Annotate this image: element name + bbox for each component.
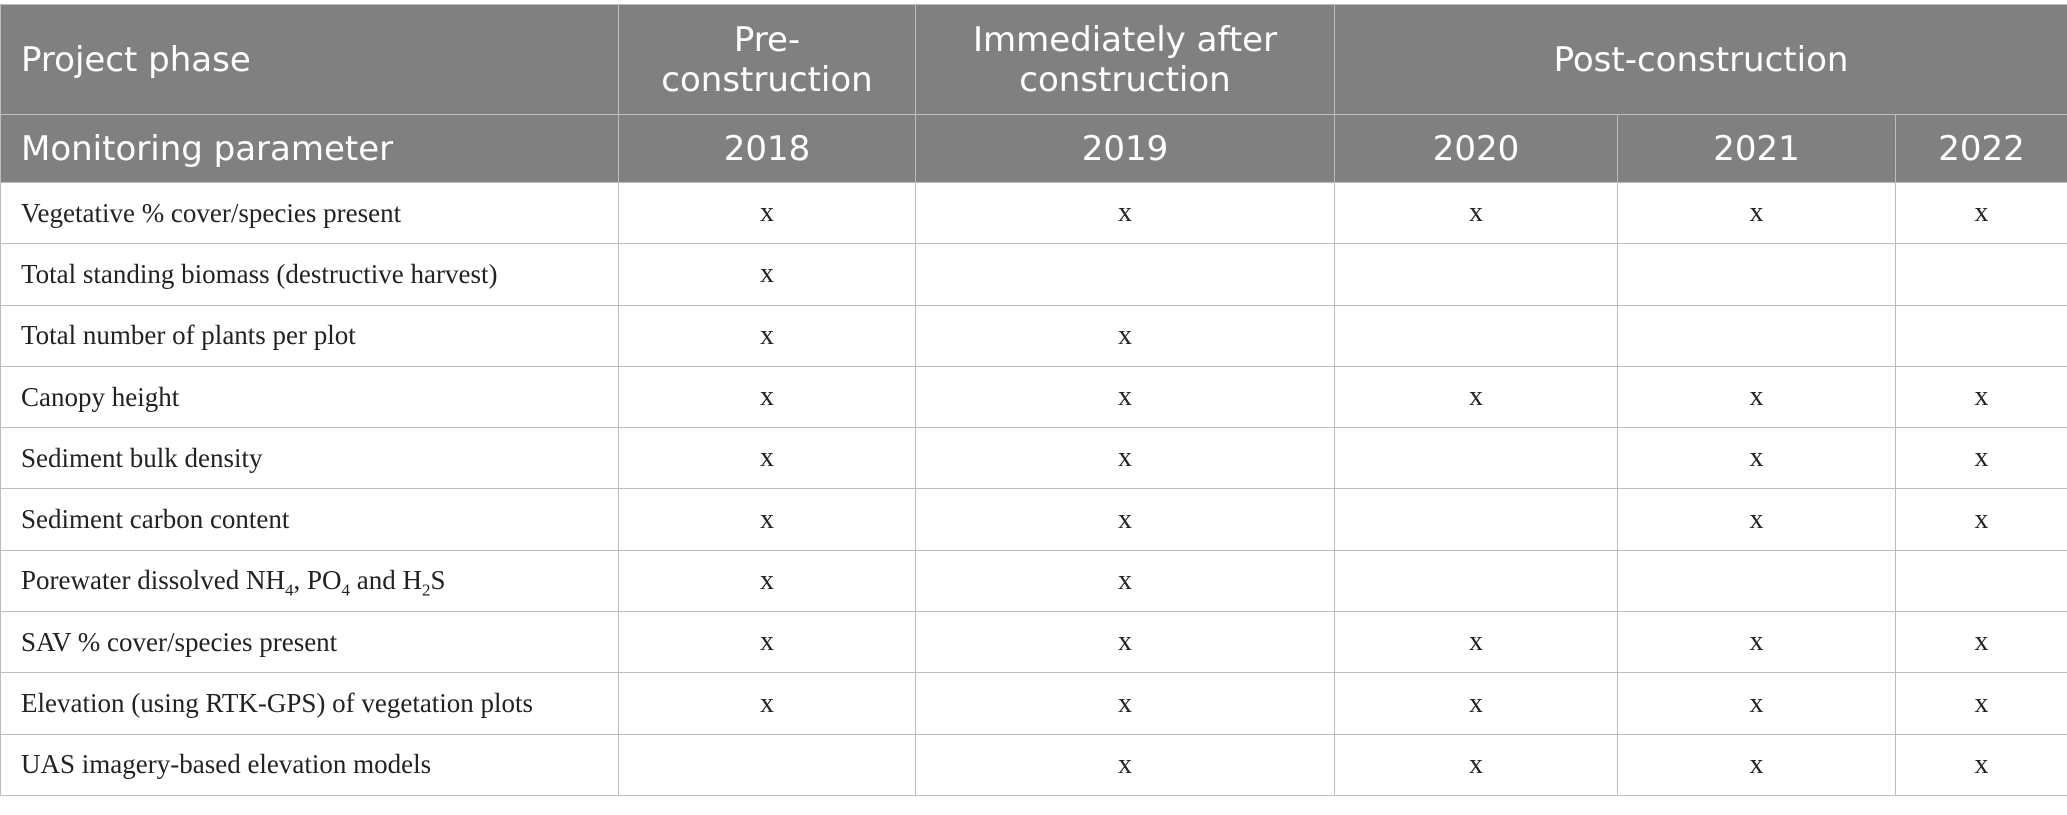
- mark-cell: [1617, 304, 1896, 367]
- param-text-part: Porewater dissolved NH: [21, 565, 285, 596]
- mark-cell: x: [618, 611, 916, 674]
- mark-cell: [1894, 304, 2067, 367]
- header-row-project-phase: Project phase Pre- construction Immediat…: [0, 4, 2067, 115]
- mark-cell: x: [618, 427, 916, 490]
- mark-cell: x: [618, 304, 916, 367]
- mark-cell: [1617, 243, 1896, 306]
- parameter-cell: Canopy height: [0, 365, 619, 429]
- mark-cell: x: [618, 243, 916, 306]
- mark-cell: x: [618, 181, 916, 245]
- parameter-cell: Elevation (using RTK-GPS) of vegetation …: [0, 672, 619, 735]
- mark-cell: x: [1894, 181, 2067, 245]
- subscript: 4: [284, 580, 294, 600]
- mark-cell: x: [1617, 181, 1896, 245]
- table-body: Vegetative % cover/species present x x x…: [0, 181, 2067, 796]
- mark-cell: x: [915, 304, 1335, 367]
- mark-cell: x: [1334, 611, 1618, 674]
- table-row: Canopy height x x x x x: [0, 365, 2067, 429]
- year-2018: 2018: [618, 114, 916, 183]
- mark-cell: x: [618, 365, 916, 429]
- mark-cell: x: [1617, 427, 1896, 490]
- phase-immediately-after: Immediately after construction: [915, 4, 1335, 115]
- table-row: Total standing biomass (destructive harv…: [0, 243, 2067, 306]
- mark-cell: [1334, 304, 1618, 367]
- mark-cell: [1334, 427, 1618, 490]
- mark-cell: x: [1894, 488, 2067, 551]
- mark-cell: x: [618, 672, 916, 735]
- mark-cell: x: [1894, 365, 2067, 429]
- table-row: Elevation (using RTK-GPS) of vegetation …: [0, 672, 2067, 735]
- param-text-part: , PO: [293, 565, 342, 596]
- header-row-monitoring-parameter: Monitoring parameter 2018 2019 2020 2021…: [0, 114, 2067, 183]
- subscript: 2: [421, 580, 431, 600]
- mark-cell: [915, 243, 1335, 306]
- mark-cell: x: [915, 181, 1335, 245]
- mark-cell: x: [915, 488, 1335, 551]
- parameter-cell: Vegetative % cover/species present: [0, 181, 619, 245]
- subscript: 4: [341, 580, 350, 600]
- mark-cell: x: [915, 427, 1335, 490]
- mark-cell: x: [1617, 672, 1896, 735]
- mark-cell: x: [1334, 181, 1618, 245]
- param-text-part: S: [430, 565, 446, 596]
- phase-immediately-after-line1: Immediately after: [972, 19, 1278, 60]
- table-row: UAS imagery-based elevation models x x x…: [0, 733, 2067, 796]
- year-2022: 2022: [1894, 114, 2067, 183]
- table-header: Project phase Pre- construction Immediat…: [0, 4, 2067, 183]
- phase-pre-construction: Pre- construction: [618, 4, 916, 115]
- mark-cell: x: [915, 365, 1335, 429]
- mark-cell: [1334, 488, 1618, 551]
- param-text-part: and H: [349, 565, 422, 596]
- parameter-cell-porewater: Porewater dissolved NH4, PO4 and H2S: [0, 549, 619, 613]
- mark-cell: x: [1334, 365, 1618, 429]
- year-2019: 2019: [915, 114, 1335, 183]
- mark-cell: x: [915, 611, 1335, 674]
- phase-post-construction: Post-construction: [1333, 4, 2067, 115]
- table-row: Sediment bulk density x x x x: [0, 427, 2067, 490]
- phase-immediately-after-line2: construction: [1019, 59, 1231, 100]
- parameter-cell: Total standing biomass (destructive harv…: [0, 243, 619, 306]
- table-row: SAV % cover/species present x x x x x: [0, 611, 2067, 674]
- parameter-cell: UAS imagery-based elevation models: [0, 733, 619, 796]
- phase-pre-construction-line1: Pre-: [733, 19, 801, 60]
- mark-cell: [1617, 549, 1896, 613]
- mark-cell: [1334, 243, 1618, 306]
- year-2021: 2021: [1617, 114, 1896, 183]
- mark-cell: x: [1334, 672, 1618, 735]
- table-row: Porewater dissolved NH4, PO4 and H2S x x: [0, 549, 2067, 613]
- phase-pre-construction-line2: construction: [661, 59, 873, 100]
- mark-cell: x: [915, 733, 1335, 796]
- parameter-cell: Total number of plants per plot: [0, 304, 619, 367]
- parameter-cell: Sediment bulk density: [0, 427, 619, 490]
- mark-cell: [1334, 549, 1618, 613]
- mark-cell: x: [915, 672, 1335, 735]
- monitoring-parameter-label: Monitoring parameter: [0, 114, 619, 183]
- mark-cell: x: [915, 549, 1335, 613]
- mark-cell: x: [618, 549, 916, 613]
- mark-cell: [618, 733, 916, 796]
- table-row: Vegetative % cover/species present x x x…: [0, 181, 2067, 245]
- parameter-cell: Sediment carbon content: [0, 488, 619, 551]
- mark-cell: x: [1617, 365, 1896, 429]
- project-phase-label: Project phase: [0, 4, 619, 115]
- mark-cell: [1894, 243, 2067, 306]
- mark-cell: x: [618, 488, 916, 551]
- table-row: Sediment carbon content x x x x: [0, 488, 2067, 551]
- mark-cell: [1894, 549, 2067, 613]
- mark-cell: x: [1334, 733, 1618, 796]
- mark-cell: x: [1617, 488, 1896, 551]
- parameter-cell: SAV % cover/species present: [0, 611, 619, 674]
- mark-cell: x: [1617, 733, 1896, 796]
- year-2020: 2020: [1334, 114, 1618, 183]
- table-row: Total number of plants per plot x x: [0, 304, 2067, 367]
- mark-cell: x: [1894, 733, 2067, 796]
- mark-cell: x: [1617, 611, 1896, 674]
- monitoring-table: Project phase Pre- construction Immediat…: [0, 4, 2067, 796]
- mark-cell: x: [1894, 672, 2067, 735]
- mark-cell: x: [1894, 611, 2067, 674]
- mark-cell: x: [1894, 427, 2067, 490]
